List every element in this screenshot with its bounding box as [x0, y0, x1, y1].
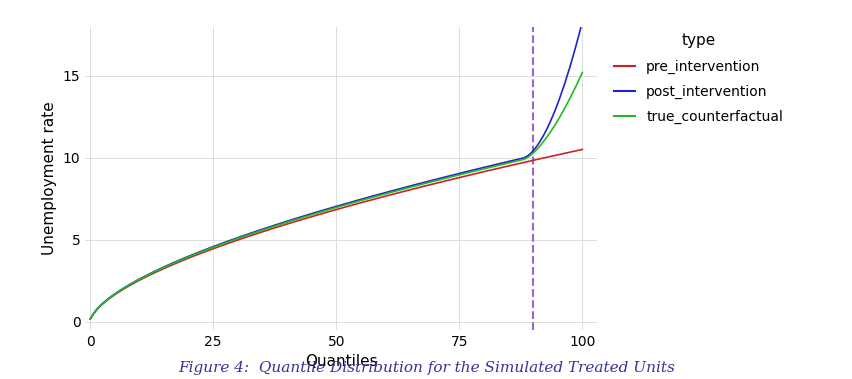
X-axis label: Quantiles: Quantiles — [304, 354, 377, 369]
Y-axis label: Unemployment rate: Unemployment rate — [43, 101, 57, 255]
Text: Figure 4:  Quantile Distribution for the Simulated Treated Units: Figure 4: Quantile Distribution for the … — [178, 361, 674, 375]
Legend: pre_intervention, post_intervention, true_counterfactual: pre_intervention, post_intervention, tru… — [613, 33, 782, 124]
